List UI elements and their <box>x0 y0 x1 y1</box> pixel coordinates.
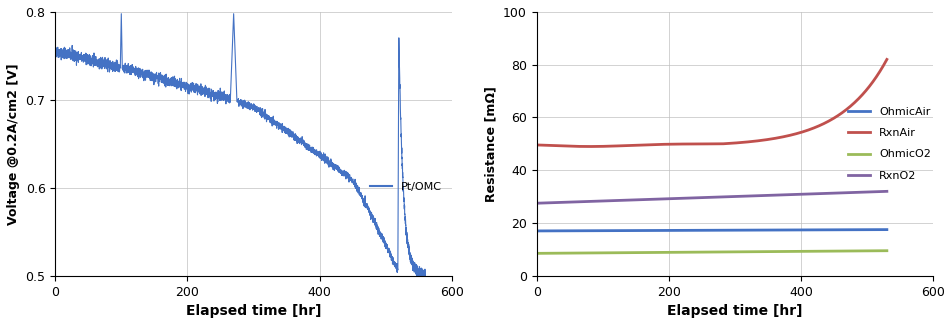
OhmicO2 <box>531 252 543 255</box>
OhmicO2 <box>818 249 829 253</box>
OhmicO2 <box>721 250 732 254</box>
OhmicAir <box>818 228 829 232</box>
X-axis label: Elapsed time [hr]: Elapsed time [hr] <box>186 304 321 318</box>
Line: OhmicAir: OhmicAir <box>537 229 887 231</box>
OhmicO2 <box>873 249 884 253</box>
Legend: OhmicAir, RxnAir, OhmicO2, RxnO2: OhmicAir, RxnAir, OhmicO2, RxnO2 <box>843 103 936 185</box>
RxnAir <box>700 142 711 146</box>
RxnO2 <box>818 191 829 195</box>
RxnAir <box>721 142 732 146</box>
RxnO2 <box>531 201 543 205</box>
OhmicAir <box>531 229 543 233</box>
OhmicAir <box>721 228 732 232</box>
RxnO2 <box>721 195 732 199</box>
RxnO2 <box>873 190 884 194</box>
RxnAir <box>882 58 893 61</box>
OhmicO2 <box>700 250 711 254</box>
OhmicO2 <box>697 250 708 254</box>
RxnAir <box>584 145 595 149</box>
RxnO2 <box>697 196 708 200</box>
OhmicO2 <box>882 249 893 253</box>
RxnAir <box>873 71 884 74</box>
Legend: Pt/OMC: Pt/OMC <box>366 177 446 196</box>
RxnO2 <box>740 194 751 198</box>
Line: OhmicO2: OhmicO2 <box>537 251 887 254</box>
RxnAir <box>531 143 543 147</box>
Line: RxnO2: RxnO2 <box>537 191 887 203</box>
OhmicO2 <box>740 250 751 254</box>
OhmicAir <box>740 228 751 232</box>
RxnAir <box>819 121 830 125</box>
Y-axis label: Resistance [mΩ]: Resistance [mΩ] <box>485 86 498 202</box>
Y-axis label: Voltage @0.2A/cm2 [V]: Voltage @0.2A/cm2 [V] <box>7 63 20 225</box>
RxnAir <box>740 140 751 144</box>
RxnO2 <box>882 189 893 193</box>
OhmicAir <box>882 227 893 231</box>
X-axis label: Elapsed time [hr]: Elapsed time [hr] <box>667 304 803 318</box>
OhmicAir <box>697 228 708 232</box>
OhmicAir <box>700 228 711 232</box>
OhmicAir <box>873 228 884 232</box>
Line: RxnAir: RxnAir <box>537 59 887 147</box>
RxnAir <box>698 142 709 146</box>
RxnO2 <box>700 196 711 200</box>
